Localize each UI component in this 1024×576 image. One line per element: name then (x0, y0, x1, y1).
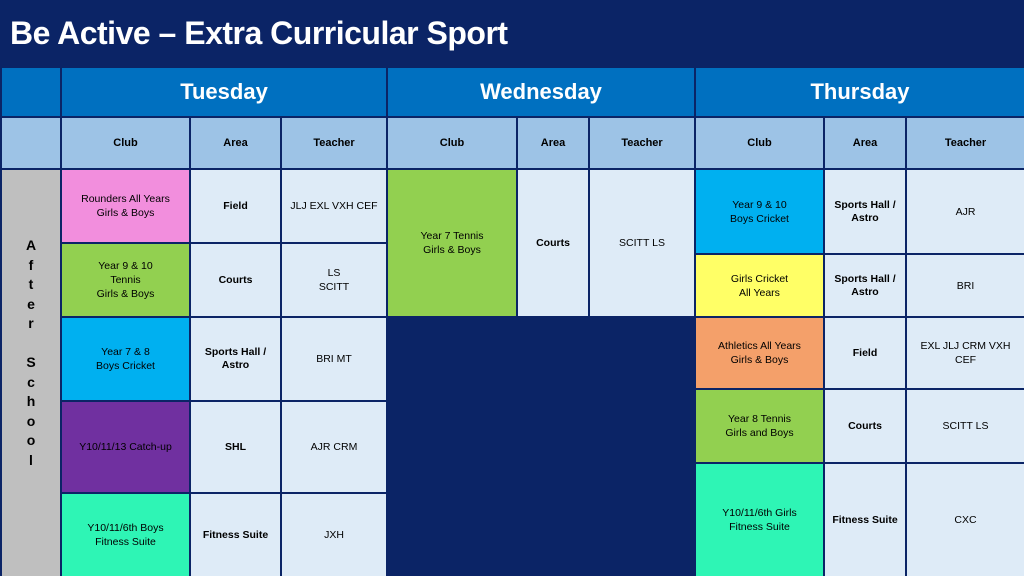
thursday-area-cell: Sports Hall / Astro (825, 170, 905, 253)
tuesday-teacher-cell: BRI MT (282, 318, 386, 400)
thursday-teacher-cell: AJR (907, 170, 1024, 253)
col-header-area: Area (191, 118, 280, 168)
col-header-teacher: Teacher (907, 118, 1024, 168)
thursday-teacher-cell: CXC (907, 464, 1024, 576)
wednesday-area-cell: Courts (518, 170, 588, 316)
thursday-teacher-cell: BRI (907, 255, 1024, 316)
tuesday-club-cell: Year 9 & 10 Tennis Girls & Boys (62, 244, 189, 316)
thursday-teacher-cell: SCITT LS (907, 390, 1024, 462)
tuesday-teacher-cell: JLJ EXL VXH CEF (282, 170, 386, 242)
col-header-teacher: Teacher (282, 118, 386, 168)
day-header-wednesday: Wednesday (388, 68, 694, 116)
thursday-teacher-cell: EXL JLJ CRM VXH CEF (907, 318, 1024, 388)
tuesday-area-cell: Fitness Suite (191, 494, 280, 576)
col-header-club: Club (62, 118, 189, 168)
tuesday-area-cell: Courts (191, 244, 280, 316)
tuesday-club-cell: Rounders All Years Girls & Boys (62, 170, 189, 242)
corner-day-cell (2, 68, 60, 116)
col-header-area: Area (825, 118, 905, 168)
thursday-club-cell: Y10/11/6th Girls Fitness Suite (696, 464, 823, 576)
tuesday-area-cell: Field (191, 170, 280, 242)
day-header-thursday: Thursday (696, 68, 1024, 116)
tuesday-area-cell: Sports Hall / Astro (191, 318, 280, 400)
day-header-tuesday: Tuesday (62, 68, 386, 116)
thursday-club-cell: Year 9 & 10 Boys Cricket (696, 170, 823, 253)
thursday-area-cell: Field (825, 318, 905, 388)
col-header-club: Club (696, 118, 823, 168)
thursday-club-cell: Girls Cricket All Years (696, 255, 823, 316)
after-school-label: A f t e r S c h o o l (2, 170, 60, 576)
thursday-area-cell: Courts (825, 390, 905, 462)
tuesday-area-cell: SHL (191, 402, 280, 492)
col-header-club: Club (388, 118, 516, 168)
thursday-club-cell: Athletics All Years Girls & Boys (696, 318, 823, 388)
tuesday-teacher-cell: LS SCITT (282, 244, 386, 316)
tuesday-club-cell: Year 7 & 8 Boys Cricket (62, 318, 189, 400)
thursday-area-cell: Fitness Suite (825, 464, 905, 576)
corner-header-cell (2, 118, 60, 168)
wednesday-teacher-cell: SCITT LS (590, 170, 694, 316)
tuesday-teacher-cell: AJR CRM (282, 402, 386, 492)
page-title: Be Active – Extra Curricular Sport (10, 15, 508, 51)
thursday-club-cell: Year 8 Tennis Girls and Boys (696, 390, 823, 462)
col-header-teacher: Teacher (590, 118, 694, 168)
col-header-area: Area (518, 118, 588, 168)
tuesday-club-cell: Y10/11/13 Catch-up (62, 402, 189, 492)
thursday-area-cell: Sports Hall / Astro (825, 255, 905, 316)
tuesday-club-cell: Y10/11/6th Boys Fitness Suite (62, 494, 189, 576)
wednesday-club-cell: Year 7 Tennis Girls & Boys (388, 170, 516, 316)
tuesday-teacher-cell: JXH (282, 494, 386, 576)
